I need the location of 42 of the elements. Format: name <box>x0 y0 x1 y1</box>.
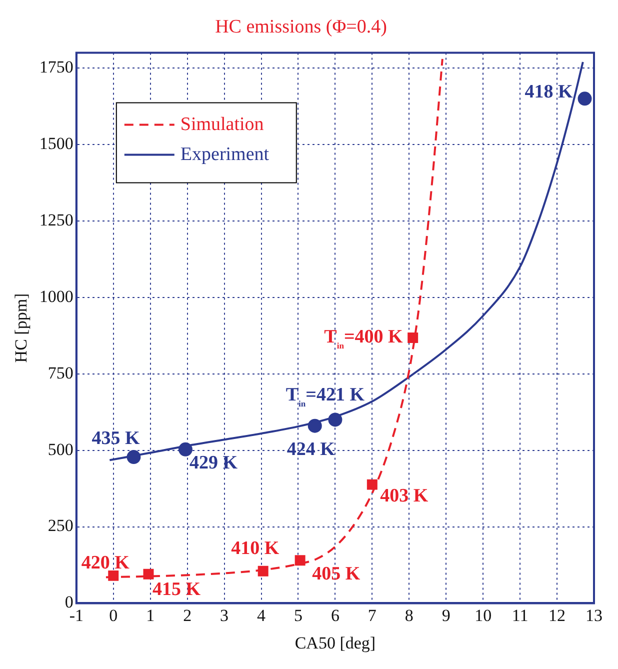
x-tick-label: 8 <box>404 606 414 625</box>
y-tick-label: 750 <box>48 363 74 382</box>
point <box>258 566 268 576</box>
y-tick-label: 0 <box>64 592 74 612</box>
x-tick-label: 3 <box>220 606 229 625</box>
legend-label: Simulation <box>180 114 264 135</box>
x-tick-label: 12 <box>548 606 566 625</box>
y-tick-label: 1000 <box>39 286 74 306</box>
annotation: 435 K <box>92 428 140 449</box>
annotation: 418 K <box>524 82 573 103</box>
y-tick-label: 1750 <box>39 58 74 77</box>
x-tick-label: 1 <box>146 606 155 625</box>
point <box>366 479 378 490</box>
annotation: 410 K <box>231 538 280 559</box>
chart-title: HC emissions (Φ=0.4) <box>215 16 387 38</box>
x-tick-label: 7 <box>368 606 377 625</box>
y-tick-label: 1500 <box>39 134 74 153</box>
y-tick-label: 500 <box>48 440 74 459</box>
point <box>143 568 154 580</box>
legend-label: Experiment <box>180 144 270 165</box>
y-tick-label: 1250 <box>39 210 74 230</box>
point <box>578 92 592 106</box>
x-tick-label: 4 <box>257 606 266 625</box>
annotation: 429 K <box>189 452 238 474</box>
x-tick-label: 0 <box>109 606 118 625</box>
x-tick-label: 10 <box>474 606 492 625</box>
point <box>108 570 119 581</box>
annotation: 420 K <box>81 552 130 574</box>
y-axis-title: HC [ppm] <box>12 293 31 363</box>
x-tick-label: 13 <box>586 606 602 625</box>
point <box>294 555 306 566</box>
x-axis-title: CA50 [deg] <box>294 633 376 652</box>
annotation: 403 K <box>380 485 428 506</box>
x-tick-label: 6 <box>330 606 340 625</box>
x-tick-label: 5 <box>294 606 302 625</box>
annotation: 415 K <box>152 579 201 600</box>
point <box>408 332 418 344</box>
annotation: 405 K <box>312 563 360 584</box>
x-tick-label: 2 <box>183 606 192 625</box>
x-tick-label: 11 <box>512 606 528 625</box>
x-tick-label: 9 <box>442 606 450 625</box>
y-tick-label: 250 <box>48 516 74 536</box>
